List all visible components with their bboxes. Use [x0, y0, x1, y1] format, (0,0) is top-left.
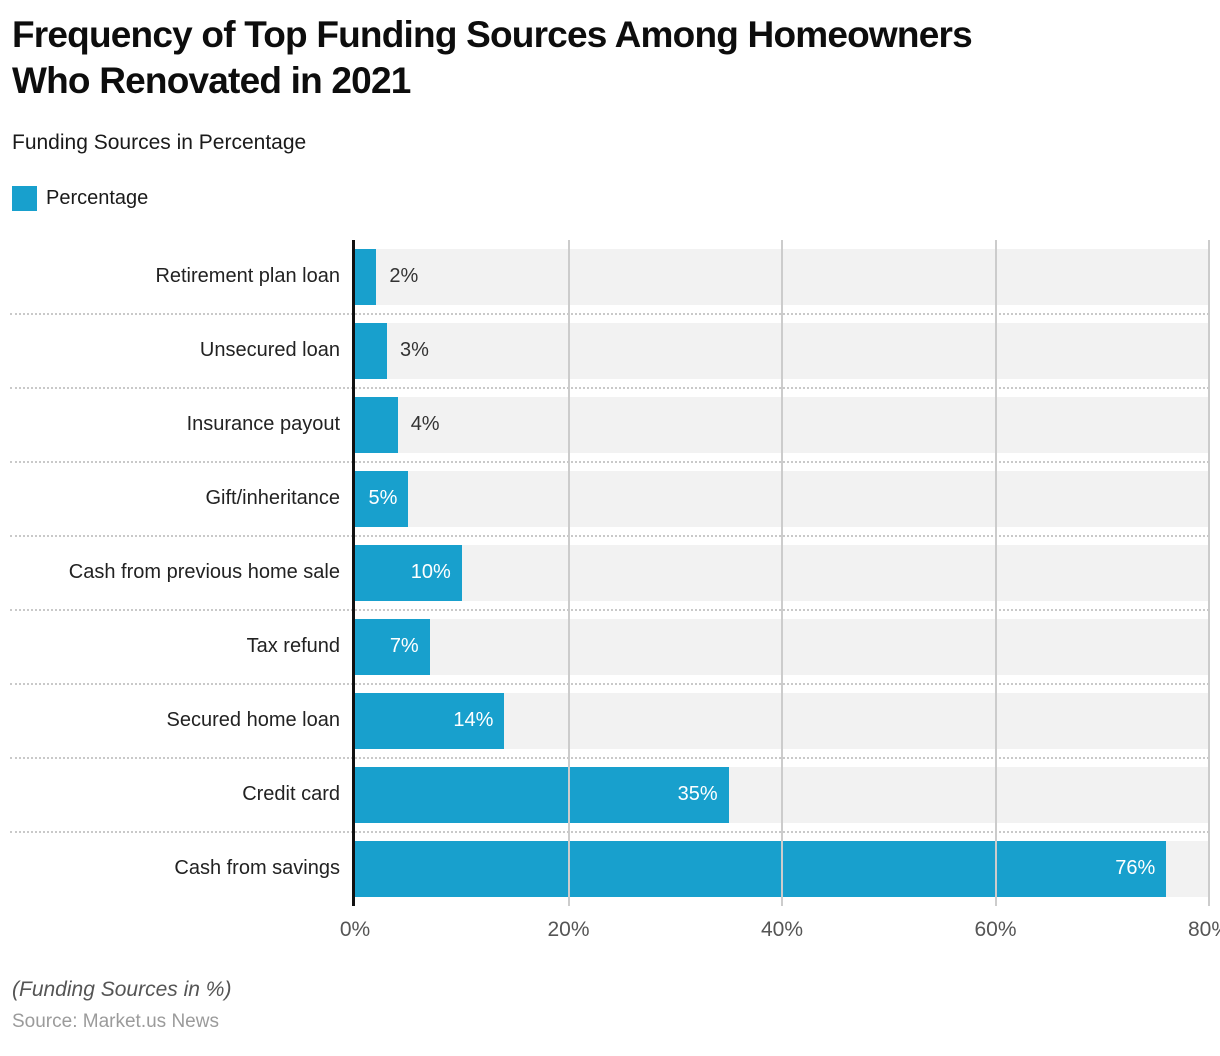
value-label: 2% [389, 265, 419, 287]
bar: 76% [355, 840, 1167, 897]
bar [355, 322, 388, 379]
bar: 5% [355, 470, 409, 527]
value-label: 10% [410, 561, 451, 583]
chart-row: Tax refund 7% [0, 610, 1220, 684]
category-label: Insurance payout [186, 413, 340, 435]
value-label: 7% [389, 635, 419, 657]
row-separator [10, 312, 1209, 315]
chart-row: Unsecured loan 3% [0, 314, 1220, 388]
category-label: Unsecured loan [199, 339, 340, 361]
category-label: Tax refund [246, 635, 340, 657]
chart-row: Cash from savings 76% [0, 832, 1220, 906]
row-separator [10, 608, 1209, 611]
value-label: 4% [410, 413, 440, 435]
row-separator [10, 756, 1209, 759]
footer-source: Source: Market.us News [12, 1010, 219, 1032]
category-label: Credit card [242, 783, 340, 805]
value-label: 14% [453, 709, 494, 731]
category-label: Cash from previous home sale [68, 561, 340, 583]
gridline-20 [567, 239, 570, 906]
gridline-60 [994, 239, 997, 906]
value-label: 3% [400, 339, 429, 361]
bar: 10% [355, 544, 462, 601]
legend: Percentage [12, 185, 1208, 211]
page-title: Frequency of Top Funding Sources Among H… [12, 12, 1208, 105]
value-label: 5% [368, 487, 398, 509]
x-axis-tick-label: 80% [1187, 917, 1220, 941]
legend-label: Percentage [46, 186, 149, 209]
gridline-80 [1208, 239, 1210, 906]
page-title-line-2: Who Renovated in 2021 [12, 60, 411, 102]
x-axis-tick-label: 40% [760, 917, 804, 941]
legend-swatch-icon [12, 185, 37, 211]
value-label: 76% [1115, 857, 1156, 879]
footer-note: (Funding Sources in %) [12, 977, 232, 1001]
category-label: Gift/inheritance [205, 487, 340, 509]
category-label: Cash from savings [174, 857, 340, 879]
gridline-40 [781, 239, 783, 906]
x-axis-tick-label: 0% [339, 917, 371, 941]
chart-row: Gift/inheritance 5% [0, 462, 1220, 536]
x-axis-tick-label: 60% [974, 917, 1017, 941]
x-axis-tick-label: 20% [547, 917, 590, 941]
chart-row: Cash from previous home sale 10% [0, 536, 1220, 610]
bar [355, 248, 377, 305]
bar [355, 396, 398, 453]
bar: 7% [355, 618, 430, 675]
row-separator [10, 386, 1209, 389]
bar: 35% [355, 766, 729, 823]
row-separator [10, 830, 1209, 833]
value-label: 35% [677, 783, 718, 805]
row-separator [10, 682, 1209, 685]
page-title-line-1: Frequency of Top Funding Sources Among H… [12, 14, 973, 55]
chart-row: Credit card 35% [0, 758, 1220, 832]
chart-subtitle: Funding Sources in Percentage [12, 130, 307, 154]
category-label: Retirement plan loan [155, 265, 340, 287]
category-label: Secured home loan [166, 709, 340, 731]
row-separator [10, 460, 1209, 463]
chart-row: Insurance payout 4% [0, 388, 1220, 462]
chart-row: Retirement plan loan 2% [0, 240, 1220, 314]
bar-chart: Retirement plan loan 2% Unsecured loan 3% In… [0, 239, 1220, 950]
y-axis-line [352, 239, 355, 906]
bar: 14% [355, 692, 505, 749]
chart-row: Secured home loan 14% [0, 684, 1220, 758]
row-separator [10, 534, 1209, 537]
